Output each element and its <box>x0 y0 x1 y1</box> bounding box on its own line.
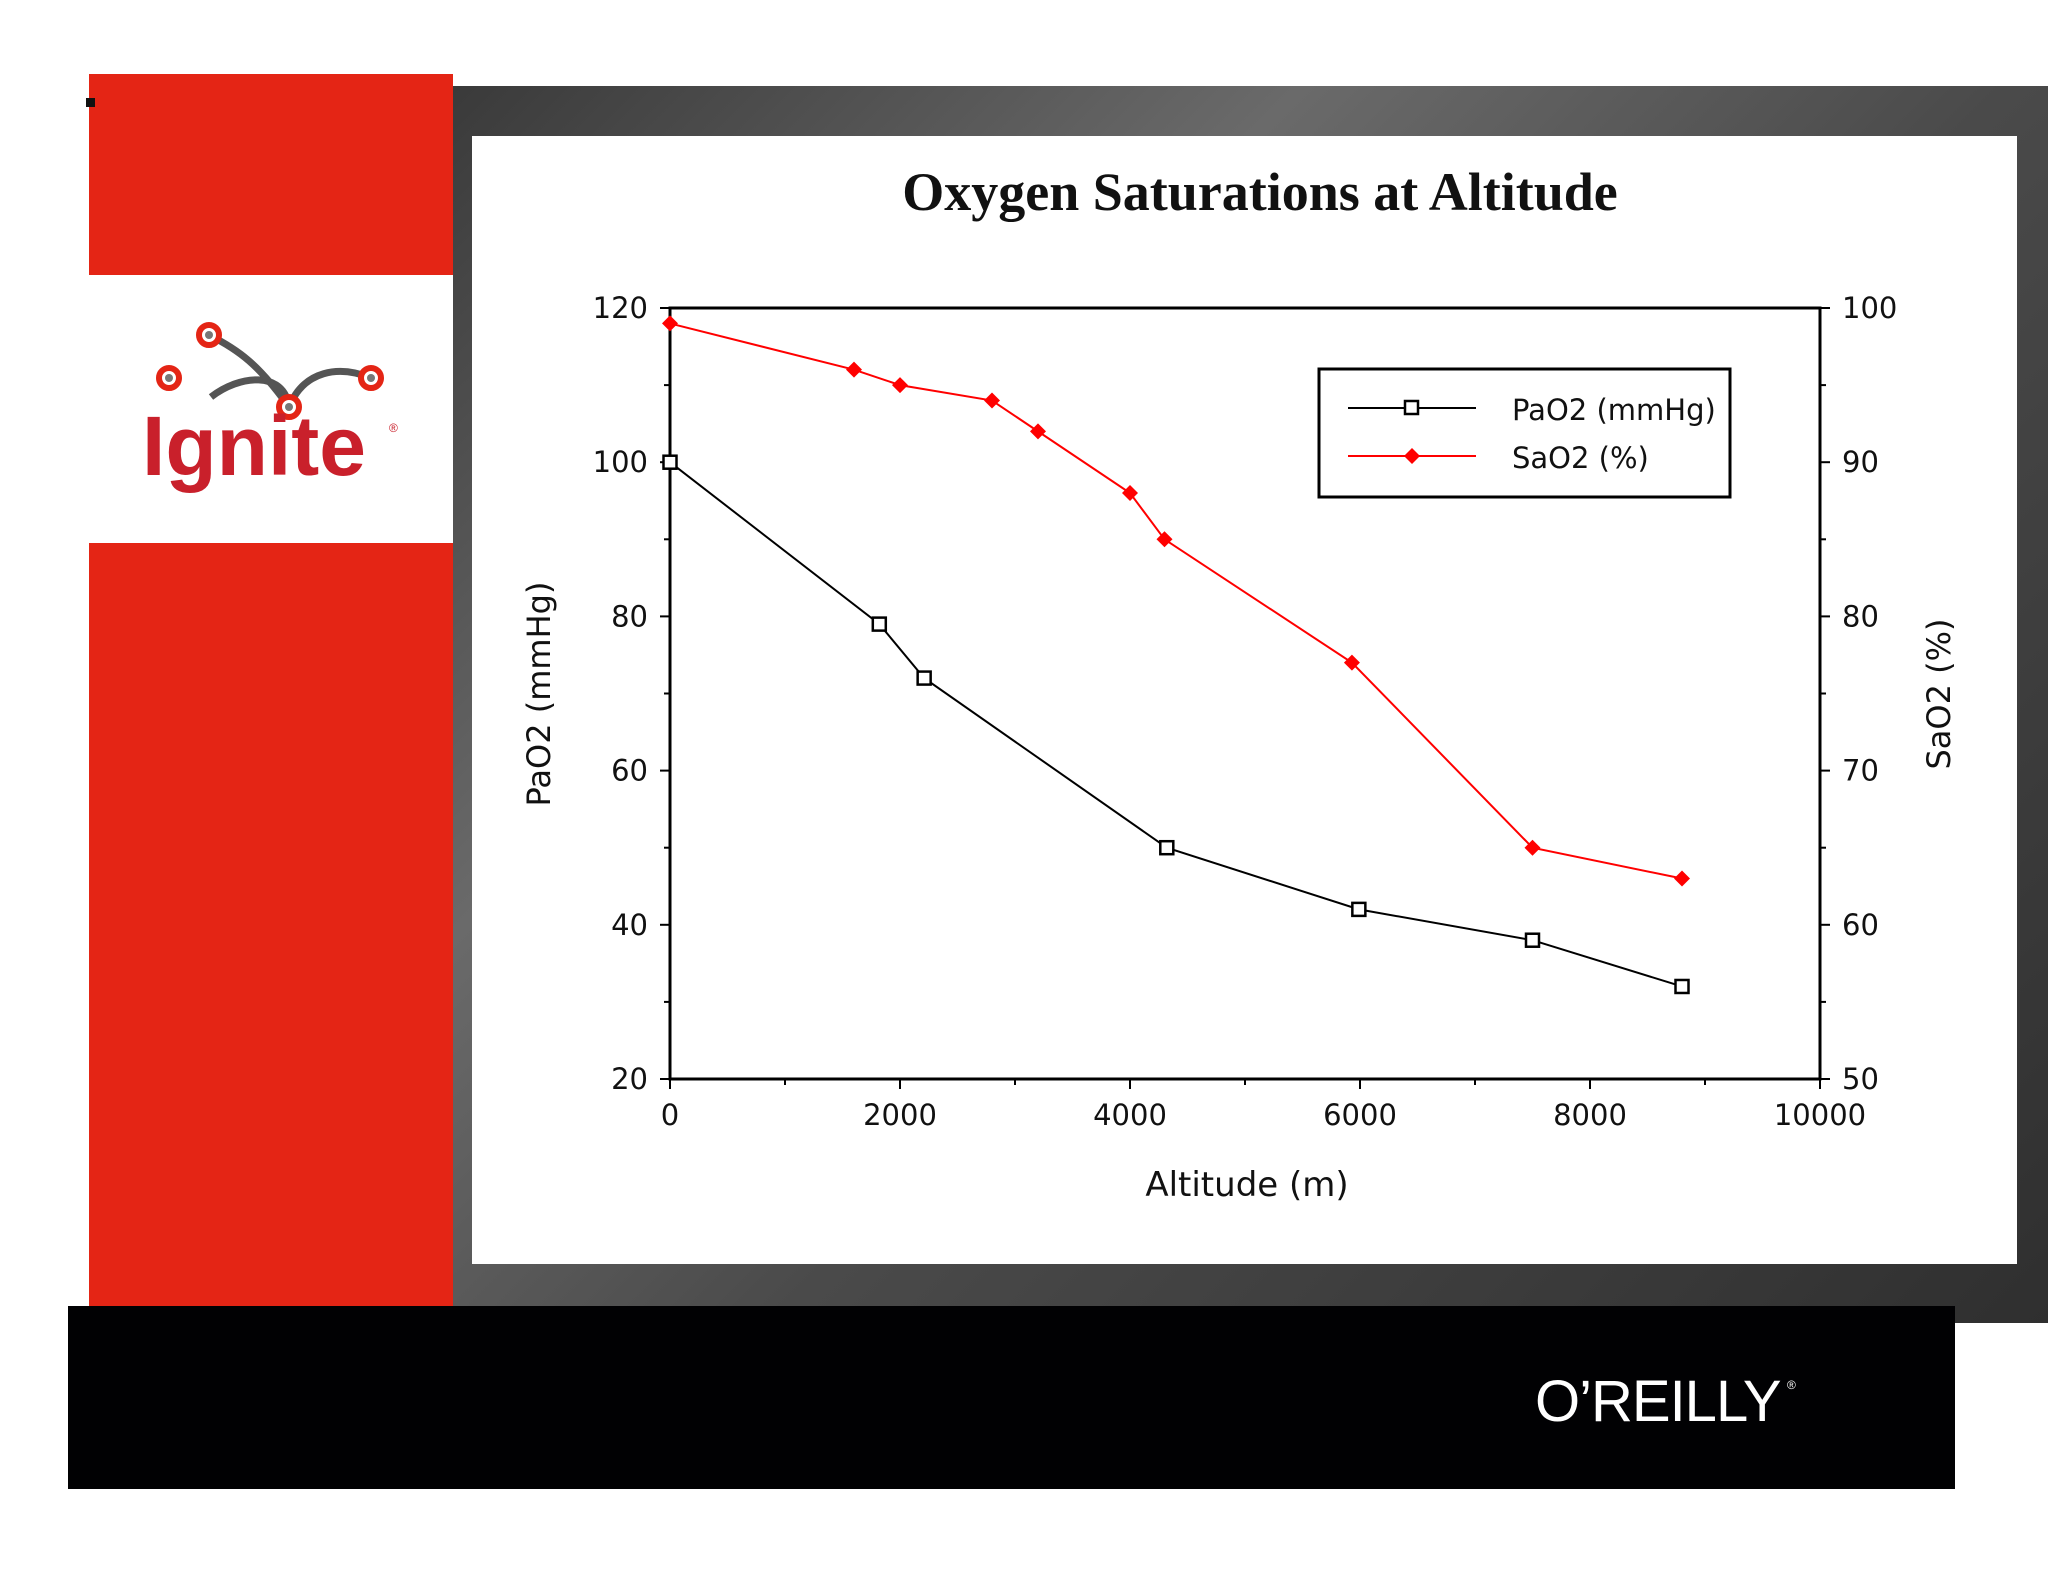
sao2-point <box>846 361 862 378</box>
pao2-point <box>871 616 888 632</box>
x-tick-label: 8000 <box>1553 1098 1627 1132</box>
sao2-point <box>1674 870 1690 887</box>
ignite-logo: Ignite ® <box>89 275 453 543</box>
sao2-point <box>662 315 678 332</box>
pao2-point <box>1524 932 1541 948</box>
legend-pao2-marker <box>1403 399 1420 416</box>
x-tick-label: 0 <box>661 1098 679 1132</box>
brand-red-band <box>89 74 453 1306</box>
legend-pao2-label: PaO2 (mmHg) <box>1512 393 1716 427</box>
x-tick-label: 10000 <box>1774 1098 1866 1132</box>
y-left-tick-label: 40 <box>611 908 648 942</box>
y-left-tick-label: 100 <box>593 445 648 479</box>
ignite-logo-text: Ignite <box>142 399 366 493</box>
footer-bar <box>68 1306 1955 1489</box>
oxygen-chart: Oxygen Saturations at Altitude 0 2000 4000… <box>520 162 1958 1205</box>
y-left-tick-label: 60 <box>611 754 648 788</box>
ignite-logo-icon <box>156 322 384 420</box>
x-tick-label: 2000 <box>863 1098 937 1132</box>
legend-sao2-marker <box>1404 448 1420 464</box>
sao2-point <box>1122 485 1138 502</box>
chart-title: Oxygen Saturations at Altitude <box>902 162 1618 222</box>
pao2-point <box>916 670 932 686</box>
legend-box <box>1317 367 1732 499</box>
x-tick-label: 4000 <box>1093 1098 1167 1132</box>
y-left-tick-label: 80 <box>611 599 648 633</box>
y-left-tick-label: 20 <box>611 1062 648 1096</box>
y-left-tick-label: 120 <box>593 291 648 325</box>
pao2-point <box>662 454 678 470</box>
legend-sao2-label: SaO2 (%) <box>1512 441 1649 475</box>
pao2-point <box>1159 839 1175 856</box>
y-right-tick-label: 90 <box>1842 445 1879 479</box>
pao2-point <box>1351 901 1367 918</box>
y-right-tick-label: 100 <box>1842 291 1897 325</box>
ignite-registered-mark: ® <box>389 421 398 435</box>
y-right-tick-label: 50 <box>1842 1062 1879 1096</box>
x-axis-label: Altitude (m) <box>1145 1165 1348 1205</box>
y-axis-right-label: SaO2 (%) <box>1920 618 1958 769</box>
y-axis-left-label: PaO2 (mmHg) <box>520 582 558 807</box>
y-right-tick-label: 80 <box>1842 599 1879 633</box>
sao2-point <box>1524 839 1541 856</box>
x-tick-label: 6000 <box>1323 1098 1397 1132</box>
oreilly-registered-mark: ® <box>1787 1378 1796 1392</box>
series-line-pao2 <box>669 461 1683 988</box>
chart-panel: Oxygen Saturations at Altitude 0 2000 4000… <box>472 136 2017 1264</box>
pao2-point <box>1674 978 1690 995</box>
oreilly-logo: O’REILLY <box>1535 1369 1782 1434</box>
sao2-point <box>1156 531 1173 548</box>
corner-dot <box>86 98 95 107</box>
legend: PaO2 (mmHg) SaO2 (%) <box>1317 367 1732 499</box>
y-right-tick-label: 60 <box>1842 908 1879 942</box>
sao2-point <box>1343 654 1360 671</box>
series-line-sao2 <box>669 322 1683 880</box>
y-right-tick-label: 70 <box>1842 754 1879 788</box>
sao2-point <box>1030 423 1046 440</box>
sao2-point <box>984 392 1000 409</box>
sao2-point <box>892 377 908 394</box>
